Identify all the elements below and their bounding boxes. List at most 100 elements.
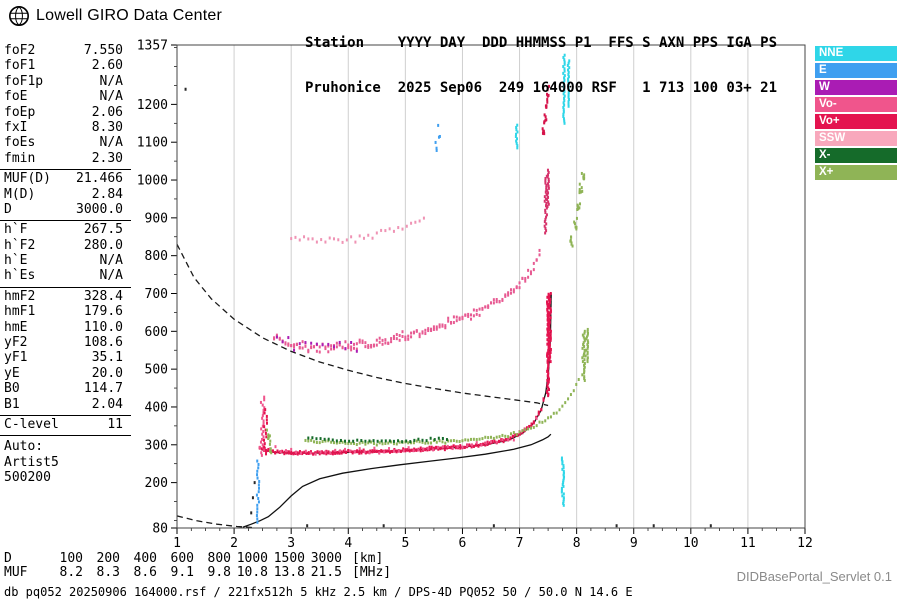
param-label: C-level [4, 416, 59, 432]
param-value: 179.6 [83, 304, 123, 320]
svg-text:1: 1 [173, 536, 181, 551]
svg-text:2: 2 [230, 536, 238, 551]
svg-text:5: 5 [401, 536, 409, 551]
param-value: 280.0 [83, 237, 123, 253]
svg-text:1100: 1100 [137, 136, 168, 151]
param-label: foE [4, 89, 28, 105]
legend-item-voplus: Vo+ [815, 114, 897, 129]
param-value: 20.0 [91, 365, 123, 381]
distance-row-value: 1500 [273, 551, 305, 566]
distance-row-value: 3000 [310, 551, 342, 566]
svg-text:300: 300 [145, 438, 168, 453]
param-label: h`E [4, 253, 28, 269]
param-label: fxI [4, 119, 28, 135]
param-group: C-level 11 [0, 416, 131, 437]
param-value: 8.30 [91, 119, 123, 135]
param-group: foF2 7.550 foF1 2.60 foF1p N/A foE N/A foEp 2.06 f… [0, 42, 131, 171]
legend-item-xplus: X+ [815, 165, 897, 180]
param-label: M(D) [4, 186, 36, 202]
distance-row-value: 100 [59, 551, 83, 566]
param-value: N/A [99, 268, 123, 284]
param-value: N/A [99, 89, 123, 105]
muf-row-unit: [MHz] [352, 565, 392, 580]
param-value: 11 [107, 416, 123, 432]
svg-text:7: 7 [516, 536, 524, 551]
param-row: foF1 2.60 [0, 58, 131, 73]
param-value: 7.550 [83, 43, 123, 58]
svg-text:6: 6 [459, 536, 467, 551]
param-panel: foF2 7.550 foF1 2.60 foF1p N/A foE N/A foEp 2.06 f… [0, 42, 131, 486]
distance-row-value: 1000 [236, 551, 268, 566]
param-row: hmE 110.0 [0, 320, 131, 335]
param-label: foEp [4, 104, 36, 120]
e-specks-high-series [434, 123, 441, 152]
param-row: foEp 2.06 [0, 105, 131, 120]
param-row: C-level 11 [0, 417, 131, 432]
svg-text:11: 11 [740, 536, 756, 551]
param-value: N/A [99, 73, 123, 89]
top-red-cluster-series [541, 84, 551, 136]
distance-row: D 100 200 400 600 800 1000 1500 3000 [km] [4, 552, 391, 566]
svg-text:600: 600 [145, 325, 168, 340]
param-row: h`F 267.5 [0, 222, 131, 237]
legend-item-w: W [815, 80, 897, 95]
logo-text: Lowell GIRO Data Center [36, 7, 223, 24]
param-label: hmF2 [4, 288, 36, 304]
svg-text:4: 4 [344, 536, 352, 551]
param-value: 2.30 [91, 150, 123, 166]
beam-legend: NNE E W Vo- Vo+ SSW X- X+ [815, 46, 897, 182]
auto-info-line: Auto: [4, 439, 44, 455]
o-hop2-asymptote-streak-series [543, 168, 550, 235]
distance-row-value: 600 [170, 551, 194, 566]
param-group: MUF(D) 21.466 M(D) 2.84 D 3000.0 [0, 170, 131, 222]
auto-info-block: Auto: Artist5 500200 [0, 436, 131, 485]
param-label: foEs [4, 135, 36, 151]
o-trace-hop3-series [290, 216, 425, 244]
param-label: h`F2 [4, 237, 36, 253]
param-value: 3000.0 [76, 201, 123, 217]
muf-row-value: 13.8 [273, 565, 305, 580]
transmission-curve-low-series [177, 515, 255, 528]
svg-text:200: 200 [145, 476, 168, 491]
param-row: hmF1 179.6 [0, 304, 131, 319]
param-value: N/A [99, 253, 123, 269]
status-line: db pq052 20250906 164000.rsf / 221fx512h… [4, 585, 633, 599]
legend-item-e: E [815, 63, 897, 78]
svg-text:10: 10 [683, 536, 699, 551]
param-label: hmF1 [4, 304, 36, 320]
param-value: 110.0 [83, 319, 123, 335]
o-trace-hop1-pink-series [258, 416, 538, 456]
muf-row-label: MUF [4, 565, 28, 580]
param-row: foF1p N/A [0, 74, 131, 89]
param-row: M(D) 2.84 [0, 187, 131, 202]
o-trace-asymptote-streak-series [546, 291, 552, 398]
svg-text:80: 80 [152, 522, 168, 537]
true-height-profile-series [242, 433, 552, 528]
param-row: h`Es N/A [0, 268, 131, 283]
x-trace-hop2-cluster-series [569, 171, 586, 248]
param-value: 108.6 [83, 335, 123, 351]
distance-row-value: 200 [96, 551, 120, 566]
param-value: 21.466 [76, 171, 123, 187]
start-spread-red-series [262, 408, 268, 456]
param-row: yF1 35.1 [0, 350, 131, 365]
param-row: yF2 108.6 [0, 335, 131, 350]
svg-text:1200: 1200 [137, 98, 168, 113]
nne-streak-mid-series [514, 123, 519, 150]
param-row: foEs N/A [0, 135, 131, 150]
nne-streak-top-series [562, 53, 571, 125]
legend-item-nne: NNE [815, 46, 897, 61]
muf-row-value: 8.3 [96, 565, 120, 580]
transmission-curve-3000km-series [177, 244, 549, 407]
param-label: hmE [4, 319, 28, 335]
param-label: foF1p [4, 73, 44, 89]
svg-text:800: 800 [145, 249, 168, 264]
param-label: yF1 [4, 350, 28, 366]
muf-row-value: 9.8 [207, 565, 231, 580]
header-columns-line: Station YYYY DAY DDD HHMMSS P1 FFS S AXN… [305, 35, 778, 51]
param-value: 35.1 [91, 350, 123, 366]
auto-info-line: Artist5 [4, 454, 59, 470]
muf-row-value: 8.2 [59, 565, 83, 580]
param-label: h`Es [4, 268, 36, 284]
param-row: h`F2 280.0 [0, 238, 131, 253]
